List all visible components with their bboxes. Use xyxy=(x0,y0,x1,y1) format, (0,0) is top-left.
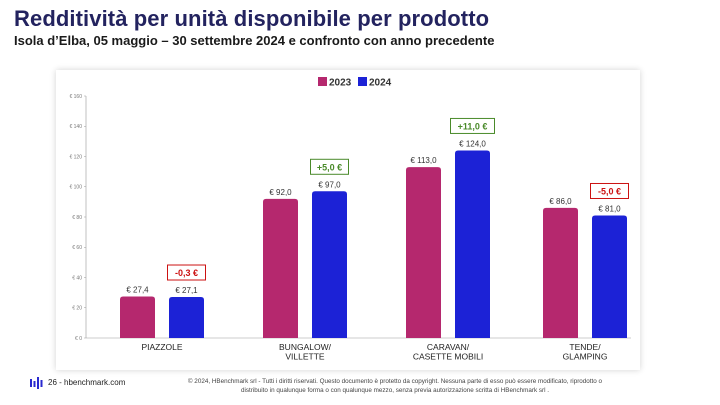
footer-copyright-line1: © 2024, HBenchmark srl - Tutti i diritti… xyxy=(187,378,603,385)
delta-label: +5,0 € xyxy=(317,162,342,172)
y-tick-label: € 100 xyxy=(69,185,82,191)
bar-2024-2 xyxy=(455,150,490,338)
bar-2023-3 xyxy=(543,207,578,338)
y-tick-label: € 80 xyxy=(72,215,82,221)
footer-page-number: 26 - hbenchmark.com xyxy=(48,378,126,387)
value-label: € 124,0 xyxy=(459,139,486,148)
value-label: € 27,1 xyxy=(175,286,198,295)
delta-box xyxy=(590,182,629,199)
y-tick-label: € 160 xyxy=(69,94,82,100)
value-label: € 92,0 xyxy=(269,188,292,197)
chart-panel: € 0 € 20 € 40 € 60 € 80 € 100 € 120 € 140 € 160 2… xyxy=(56,70,640,370)
page-subtitle: Isola d’Elba, 05 maggio – 30 settembre 2… xyxy=(14,33,495,48)
hbenchmark-logo-icon xyxy=(30,376,44,394)
x-category-label: BUNGALOW/ xyxy=(279,342,332,352)
x-category-label: CASETTE MOBILI xyxy=(413,352,483,362)
bar-chart: € 0 € 20 € 40 € 60 € 80 € 100 € 120 € 140 € 160 2… xyxy=(69,77,631,362)
y-tick-label: € 120 xyxy=(69,154,82,160)
y-tick-label: € 20 xyxy=(72,306,82,312)
value-label: € 86,0 xyxy=(549,197,572,206)
delta-box xyxy=(167,264,206,281)
y-tick-label: € 40 xyxy=(72,275,82,281)
footer-copyright-line2: distribuito in qualunque forma o con qua… xyxy=(240,387,549,394)
bar-2024-0 xyxy=(169,297,204,338)
x-category-label: CARAVAN/ xyxy=(427,342,470,352)
delta-label: +11,0 € xyxy=(458,121,488,131)
y-tick-label: € 60 xyxy=(72,245,82,251)
bar-2023-2 xyxy=(406,167,441,338)
value-label: € 27,4 xyxy=(126,286,149,295)
y-tick-label: € 0 xyxy=(75,336,82,342)
bar-2024-3 xyxy=(592,215,627,338)
legend-label-2024: 2024 xyxy=(369,78,392,89)
x-category-label: PIAZZOLE xyxy=(141,342,182,352)
legend-label-2023: 2023 xyxy=(329,78,352,89)
x-category-label: VILLETTE xyxy=(285,352,325,362)
page-title: Redditività per unità disponibile per pr… xyxy=(14,6,490,31)
legend-swatch-2024 xyxy=(358,77,367,86)
delta-label: -5,0 € xyxy=(598,186,621,196)
value-label: € 97,0 xyxy=(318,180,341,189)
value-label: € 81,0 xyxy=(598,204,621,213)
delta-box xyxy=(310,158,349,175)
delta-box xyxy=(450,117,495,134)
value-label: € 113,0 xyxy=(410,156,437,165)
legend-swatch-2023 xyxy=(318,77,327,86)
x-category-label: TENDE/ xyxy=(569,342,601,352)
x-category-label: GLAMPING xyxy=(563,352,608,362)
delta-label: -0,3 € xyxy=(175,268,198,278)
bar-2024-1 xyxy=(312,191,347,338)
bar-2023-0 xyxy=(120,296,155,338)
footer-copyright: © 2024, HBenchmark srl - Tutti i diritti… xyxy=(140,377,650,395)
bar-2023-1 xyxy=(263,198,298,338)
y-tick-label: € 140 xyxy=(69,124,82,130)
